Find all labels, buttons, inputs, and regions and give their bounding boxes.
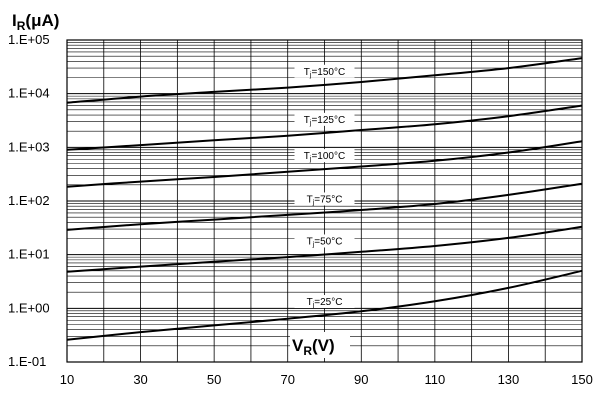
curve-label-rest: =100°C (311, 151, 345, 162)
curve-label-rest: =150°C (311, 67, 345, 78)
x-tick-label: 90 (354, 372, 368, 387)
curve-label-sub: j (312, 302, 315, 309)
curve-label: Tj=150°C (304, 67, 345, 79)
curves (66, 57, 583, 341)
x-tick-labels: 10 30 50 70 90 110 130 150 (60, 372, 593, 387)
y-axis-title-main: I (12, 11, 17, 30)
curve-tj-125-c (66, 104, 583, 151)
curve-label-bg (294, 64, 355, 78)
curve-label: Tj=125°C (304, 115, 345, 127)
y-axis-title-sub: R (17, 19, 26, 33)
x-tick-label: 10 (60, 372, 74, 387)
curve-label-sub: j (309, 120, 312, 127)
curve-label-main: T (304, 67, 310, 78)
x-axis-title-main: V (292, 336, 304, 355)
y-tick-label: 1.E+05 (8, 32, 50, 47)
curve-label-rest: =75°C (314, 194, 342, 205)
curve-label-bg (294, 149, 355, 163)
curve-label: Tj=100°C (304, 151, 345, 163)
grid (66, 39, 583, 363)
curve-label-bg (294, 112, 355, 126)
curve-tj-25-c (66, 269, 583, 341)
curve-label-main: T (307, 297, 313, 308)
x-tick-label: 130 (498, 372, 520, 387)
plot-frame (66, 39, 583, 363)
curve-label-main: T (307, 236, 313, 247)
curve-tj-100-c (66, 140, 583, 188)
curve-label-bg (294, 192, 355, 206)
curve-label-sub: j (312, 241, 315, 248)
x-tick-label: 30 (133, 372, 147, 387)
x-axis-title: VR(V) (292, 336, 335, 358)
curve-label: Tj=50°C (307, 236, 343, 248)
curve-tj-50-c (66, 225, 583, 273)
curve-label-rest: =25°C (314, 297, 342, 308)
curve-label-main: T (304, 151, 310, 162)
curve-label-bg (294, 295, 355, 309)
y-tick-label: 1.E+01 (8, 247, 50, 262)
curve-label: Tj=25°C (307, 297, 343, 309)
y-tick-label: 1.E-01 (8, 354, 46, 369)
curve-label-main: T (307, 194, 313, 205)
x-tick-label: 150 (571, 372, 593, 387)
y-tick-labels: 1.E+05 1.E+04 1.E+03 1.E+02 1.E+01 1.E+00 1.E-… (8, 32, 50, 369)
y-axis-title: IR(μA) (12, 11, 59, 33)
curve-label-sub: j (312, 199, 315, 206)
curve-label: Tj=75°C (307, 194, 343, 206)
curve-label-sub: j (309, 72, 312, 79)
x-tick-label: 50 (207, 372, 221, 387)
x-tick-label: 70 (280, 372, 294, 387)
y-tick-label: 1.E+04 (8, 86, 50, 101)
x-tick-label: 110 (424, 372, 445, 387)
curve-label-bg (294, 234, 355, 248)
curve-labels: Tj=150°CTj=125°CTj=100°CTj=75°CTj=50°CTj… (294, 64, 355, 309)
curve-label-main: T (304, 115, 310, 126)
curve-label-rest: =125°C (311, 115, 345, 126)
y-tick-label: 1.E+02 (8, 193, 50, 208)
x-axis-title-bg (290, 332, 350, 358)
y-axis-title-unit: (μA) (25, 11, 59, 30)
x-axis-title-sub: R (303, 344, 312, 358)
curve-label-rest: =50°C (314, 236, 342, 247)
y-tick-label: 1.E+03 (8, 139, 50, 154)
curve-tj-75-c (66, 182, 583, 231)
curve-label-sub: j (309, 156, 312, 163)
y-tick-label: 1.E+00 (8, 300, 50, 315)
curve-tj-150-c (66, 57, 583, 104)
x-axis-title-unit: (V) (312, 336, 335, 355)
